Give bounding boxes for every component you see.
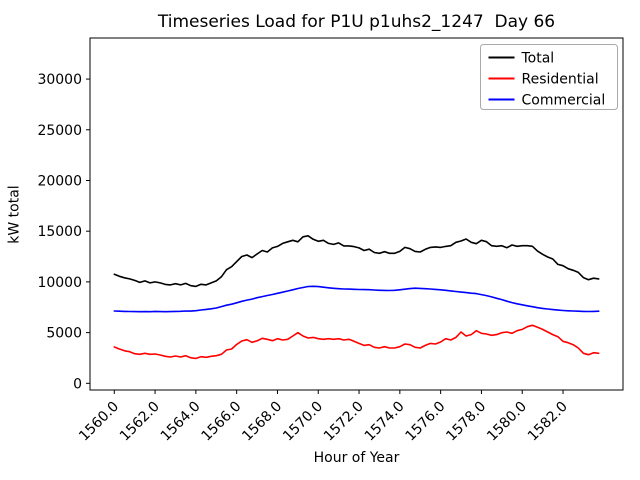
legend-label-commercial: Commercial xyxy=(522,93,606,109)
y-tick-label: 0 xyxy=(73,376,82,392)
legend-box xyxy=(480,44,618,110)
y-tick-label: 5000 xyxy=(46,326,82,342)
x-tick-label: 1576.0 xyxy=(403,399,449,445)
x-tick-label: 1582.0 xyxy=(525,399,571,445)
x-tick-label: 1570.0 xyxy=(280,399,326,445)
axes-frame xyxy=(89,37,624,391)
legend-label-residential: Residential xyxy=(522,72,599,88)
y-tick-label: 25000 xyxy=(37,123,82,139)
x-tick-label: 1574.0 xyxy=(362,399,408,445)
y-tick-label: 15000 xyxy=(37,224,82,240)
x-tick-label: 1580.0 xyxy=(484,399,530,445)
x-tick-label: 1560.0 xyxy=(76,399,122,445)
legend-label-total: Total xyxy=(521,51,555,67)
x-axis-label: Hour of Year xyxy=(313,450,400,466)
y-tick-label: 10000 xyxy=(37,275,82,291)
x-tick-label: 1562.0 xyxy=(117,399,163,445)
y-axis-label: kW total xyxy=(6,185,23,244)
x-tick-label: 1564.0 xyxy=(158,399,204,445)
x-tick-label: 1578.0 xyxy=(443,399,489,445)
chart-title: Timeseries Load for P1U p1uhs2_1247 Day … xyxy=(157,12,556,32)
series-line-total xyxy=(113,235,600,288)
y-tick-label: 30000 xyxy=(37,72,82,88)
x-tick-label: 1568.0 xyxy=(239,399,285,445)
series-line-residential xyxy=(113,324,600,360)
x-tick-label: 1566.0 xyxy=(199,399,245,445)
series-line-commercial xyxy=(113,285,600,313)
y-tick-label: 20000 xyxy=(37,173,82,189)
x-tick-label: 1572.0 xyxy=(321,399,367,445)
